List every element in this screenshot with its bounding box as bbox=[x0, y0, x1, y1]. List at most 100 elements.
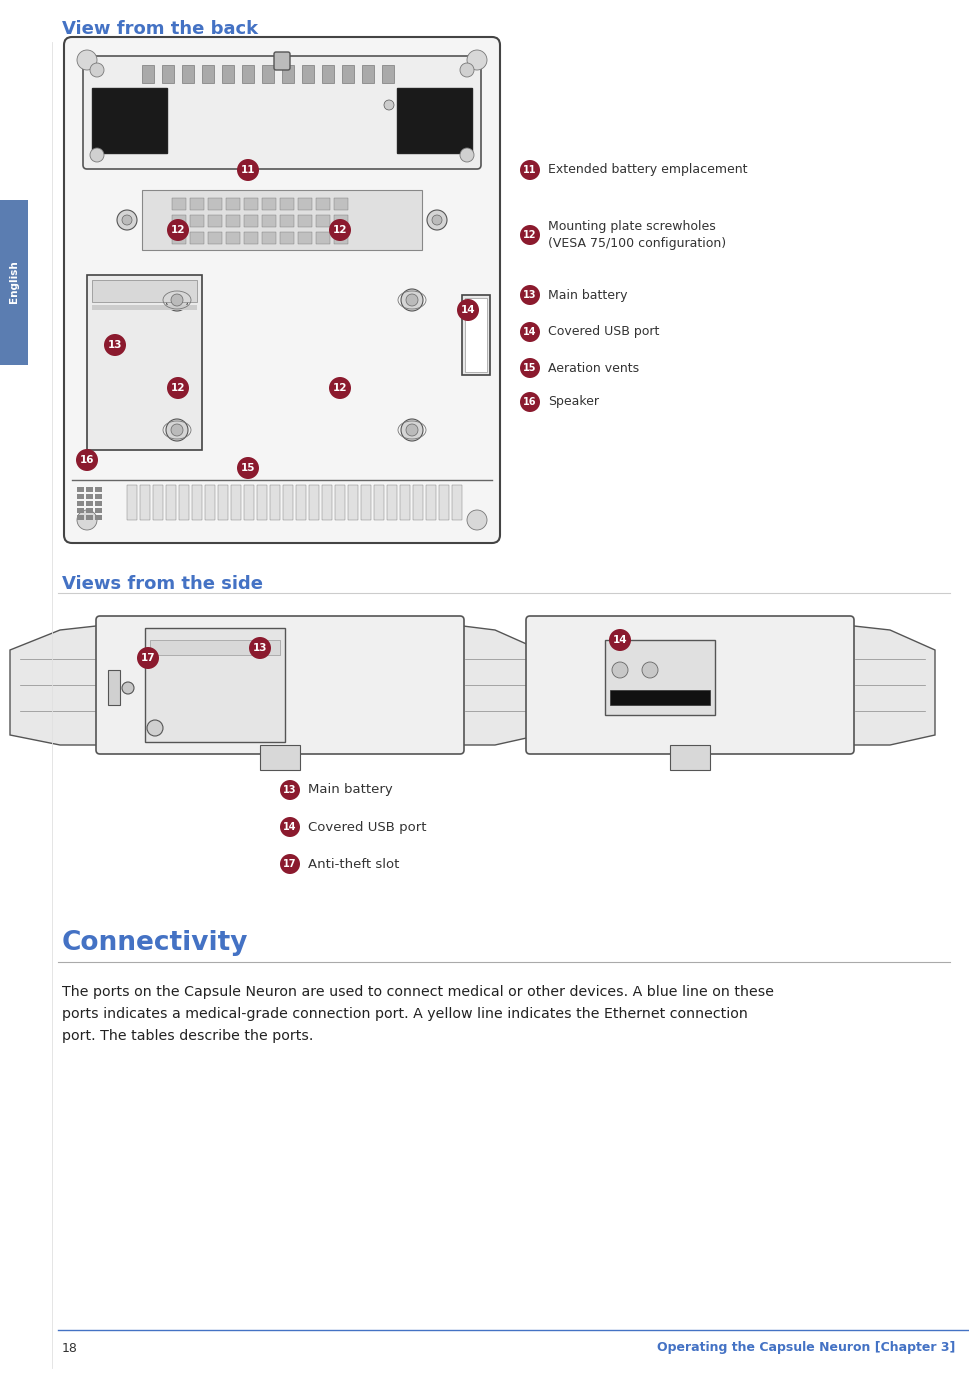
Polygon shape bbox=[845, 625, 935, 745]
Bar bbox=[322, 66, 334, 82]
Text: 15: 15 bbox=[523, 363, 537, 373]
Bar bbox=[77, 501, 84, 505]
Bar bbox=[172, 232, 186, 244]
Bar bbox=[282, 66, 294, 82]
Bar bbox=[334, 198, 348, 209]
Text: port. The tables describe the ports.: port. The tables describe the ports. bbox=[62, 1029, 313, 1043]
Bar bbox=[374, 484, 384, 519]
Text: Covered USB port: Covered USB port bbox=[548, 325, 659, 338]
Text: 13: 13 bbox=[253, 644, 267, 653]
Bar bbox=[298, 198, 312, 209]
Bar bbox=[140, 484, 150, 519]
Bar bbox=[86, 508, 93, 512]
Bar bbox=[145, 628, 285, 743]
Bar bbox=[298, 232, 312, 244]
Text: 18: 18 bbox=[62, 1342, 78, 1354]
Text: 14: 14 bbox=[523, 327, 537, 336]
Text: 13: 13 bbox=[283, 785, 297, 794]
Bar bbox=[95, 508, 102, 512]
Bar bbox=[92, 281, 197, 302]
Circle shape bbox=[401, 419, 423, 441]
Bar bbox=[262, 198, 276, 209]
Text: ports indicates a medical-grade connection port. A yellow line indicates the Eth: ports indicates a medical-grade connecti… bbox=[62, 1007, 748, 1020]
Bar bbox=[280, 215, 294, 228]
Text: 12: 12 bbox=[171, 225, 185, 235]
Bar bbox=[280, 198, 294, 209]
Bar bbox=[280, 232, 294, 244]
Circle shape bbox=[280, 780, 300, 800]
Bar bbox=[244, 198, 258, 209]
Bar bbox=[95, 494, 102, 498]
Bar bbox=[192, 484, 202, 519]
Bar bbox=[382, 66, 394, 82]
Circle shape bbox=[427, 209, 447, 230]
Text: Anti-theft slot: Anti-theft slot bbox=[308, 857, 399, 871]
Bar bbox=[190, 232, 204, 244]
Circle shape bbox=[609, 630, 631, 651]
Text: 17: 17 bbox=[141, 653, 155, 663]
Circle shape bbox=[520, 285, 540, 304]
Text: 12: 12 bbox=[523, 230, 537, 240]
Bar bbox=[400, 484, 410, 519]
Bar bbox=[86, 487, 93, 491]
Bar bbox=[242, 66, 254, 82]
Bar bbox=[283, 484, 293, 519]
Bar bbox=[86, 494, 93, 498]
Circle shape bbox=[166, 289, 188, 311]
Text: 11: 11 bbox=[240, 165, 255, 174]
FancyBboxPatch shape bbox=[96, 616, 464, 754]
Circle shape bbox=[147, 720, 163, 736]
Circle shape bbox=[171, 295, 183, 306]
Circle shape bbox=[117, 209, 137, 230]
Bar bbox=[218, 484, 228, 519]
Bar bbox=[342, 66, 354, 82]
Bar bbox=[226, 198, 240, 209]
Circle shape bbox=[406, 295, 418, 306]
Bar bbox=[142, 66, 154, 82]
Circle shape bbox=[467, 510, 487, 530]
Bar bbox=[92, 88, 167, 154]
Bar bbox=[208, 215, 222, 228]
FancyBboxPatch shape bbox=[64, 38, 500, 543]
Bar bbox=[95, 515, 102, 519]
Circle shape bbox=[432, 215, 442, 225]
Text: 13: 13 bbox=[523, 290, 537, 300]
Circle shape bbox=[167, 219, 189, 242]
Bar bbox=[322, 484, 332, 519]
Bar bbox=[86, 501, 93, 505]
Circle shape bbox=[520, 322, 540, 342]
Text: 16: 16 bbox=[79, 455, 94, 465]
Bar bbox=[244, 232, 258, 244]
Bar bbox=[270, 484, 280, 519]
Polygon shape bbox=[455, 625, 540, 745]
Bar bbox=[0, 200, 28, 364]
Circle shape bbox=[76, 450, 98, 470]
Bar bbox=[77, 508, 84, 512]
Text: Speaker: Speaker bbox=[548, 395, 599, 409]
Bar bbox=[95, 501, 102, 505]
Text: The ports on the Capsule Neuron are used to connect medical or other devices. A : The ports on the Capsule Neuron are used… bbox=[62, 986, 774, 1000]
Circle shape bbox=[167, 377, 189, 399]
Text: 16: 16 bbox=[523, 396, 537, 408]
Bar bbox=[296, 484, 306, 519]
Bar bbox=[262, 66, 274, 82]
Circle shape bbox=[90, 148, 104, 162]
Circle shape bbox=[642, 662, 658, 678]
Bar bbox=[166, 484, 176, 519]
Text: 14: 14 bbox=[612, 635, 627, 645]
Bar bbox=[361, 484, 371, 519]
Bar bbox=[226, 215, 240, 228]
Bar bbox=[260, 745, 300, 771]
Text: Covered USB port: Covered USB port bbox=[308, 821, 426, 833]
Bar bbox=[172, 198, 186, 209]
Bar bbox=[452, 484, 462, 519]
Bar bbox=[162, 66, 174, 82]
Bar bbox=[182, 66, 194, 82]
Circle shape bbox=[249, 637, 271, 659]
Text: 14: 14 bbox=[460, 304, 476, 315]
Circle shape bbox=[612, 662, 628, 678]
Bar bbox=[413, 484, 423, 519]
Text: Operating the Capsule Neuron [Chapter 3]: Operating the Capsule Neuron [Chapter 3] bbox=[657, 1342, 955, 1354]
Circle shape bbox=[237, 159, 259, 181]
Bar bbox=[257, 484, 267, 519]
